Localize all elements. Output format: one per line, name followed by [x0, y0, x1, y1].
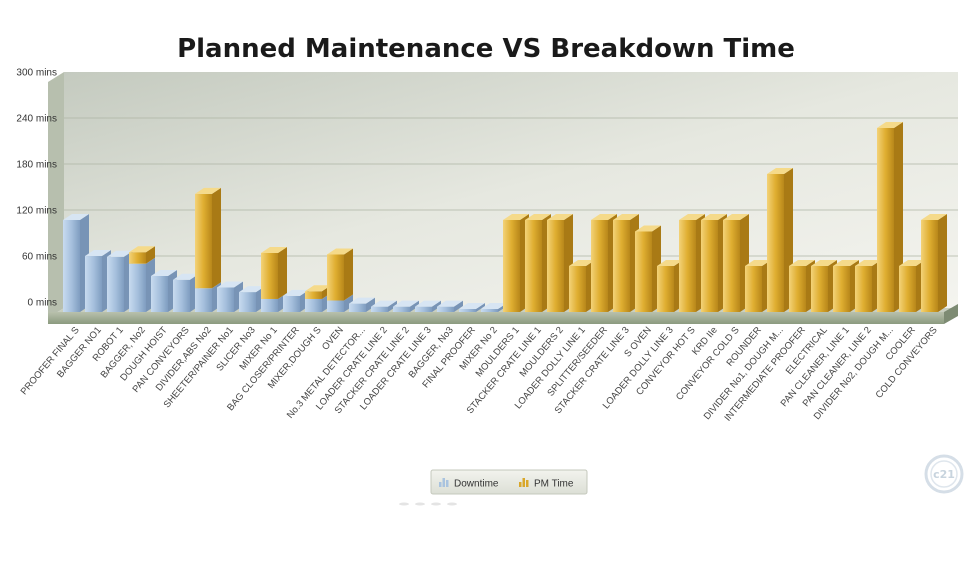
bar-downtime[interactable]	[85, 250, 111, 312]
bar-downtime[interactable]	[459, 303, 485, 312]
plot-left-wall	[48, 72, 64, 318]
bar-downtime[interactable]	[371, 300, 397, 312]
plot-floor-front	[48, 312, 944, 324]
bar-pm-time[interactable]	[327, 248, 353, 301]
bar-downtime[interactable]	[217, 281, 243, 312]
legend-label-pm-time: PM Time	[534, 479, 574, 490]
y-tick-label: 180 mins	[16, 160, 57, 171]
bar-downtime[interactable]	[393, 300, 419, 312]
bar-pm-time[interactable]	[547, 214, 573, 312]
bar-downtime[interactable]	[437, 300, 463, 312]
bar-pm-time[interactable]	[261, 246, 287, 299]
y-tick-label: 240 mins	[16, 114, 57, 125]
downtime-bar-chart-icon	[439, 478, 449, 487]
y-tick-label: 60 mins	[22, 252, 57, 263]
chart-title: Planned Maintenance VS Breakdown Time	[177, 34, 795, 64]
bar-pm-time[interactable]	[195, 187, 221, 289]
y-tick-label: 120 mins	[16, 206, 57, 217]
bar-downtime[interactable]	[415, 300, 441, 312]
bar-pm-time[interactable]	[921, 214, 947, 312]
legend-item-pm-time[interactable]: PM Time	[519, 478, 574, 490]
legend-label-downtime: Downtime	[454, 479, 499, 490]
legend-box	[430, 469, 588, 495]
dots-indicator	[399, 502, 457, 506]
c21-logo: c21	[924, 454, 964, 494]
pm-time-bar-chart-icon	[519, 478, 529, 487]
y-tick-label: 300 mins	[16, 68, 57, 79]
svg-text:c21: c21	[933, 468, 955, 481]
bar-pm-time[interactable]	[129, 246, 155, 264]
y-tick-label: 0 mins	[28, 298, 57, 309]
bar-pm-time[interactable]	[877, 122, 903, 312]
legend-item-downtime[interactable]: Downtime	[439, 478, 499, 490]
plot-floor-side	[944, 304, 958, 324]
legend: Downtime PM Time	[430, 469, 588, 495]
bar-downtime[interactable]	[349, 297, 375, 312]
